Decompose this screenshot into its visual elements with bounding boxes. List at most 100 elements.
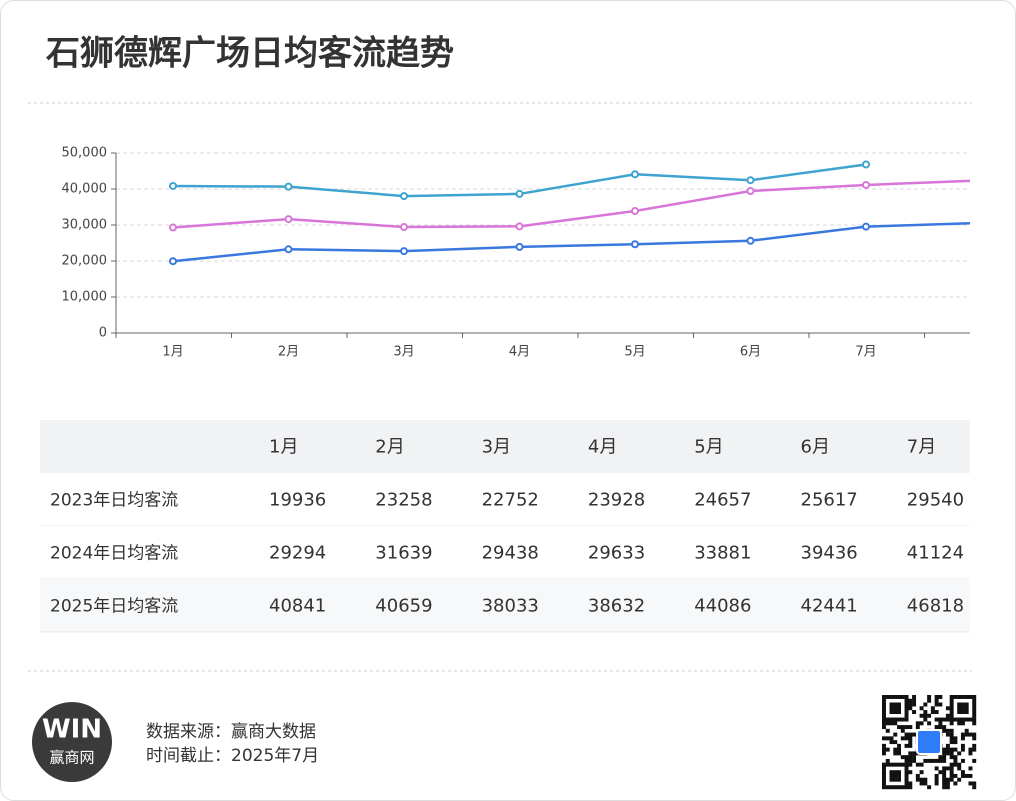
qr-module — [964, 732, 969, 737]
qr-module — [953, 736, 958, 741]
table-header-cell: 3月 — [482, 437, 511, 458]
qr-module — [908, 706, 913, 711]
qr-module — [934, 725, 939, 730]
qr-module — [957, 717, 962, 722]
qr-module — [953, 740, 958, 745]
table-cell: 29294 — [269, 543, 326, 564]
qr-module — [949, 706, 954, 711]
x-tick-label: 3月 — [393, 345, 414, 360]
qr-module — [908, 740, 913, 745]
qr-module — [897, 706, 901, 711]
qr-module — [949, 713, 954, 718]
table-cell: 22752 — [482, 490, 539, 511]
qr-module — [882, 747, 886, 752]
table-cell: 38033 — [482, 596, 539, 617]
qr-module — [904, 781, 909, 786]
table-row-label: 2025年日均客流 — [50, 597, 178, 617]
qr-module — [949, 762, 954, 767]
table-cell: 23258 — [375, 490, 432, 511]
qr-module — [893, 777, 898, 782]
qr-module — [915, 725, 920, 730]
qr-module — [882, 766, 886, 771]
qr-module — [938, 717, 943, 722]
qr-module — [949, 710, 954, 714]
qr-module — [900, 728, 905, 733]
qr-module — [908, 736, 913, 741]
data-point — [515, 222, 524, 231]
qr-module — [938, 770, 943, 775]
data-point — [746, 176, 755, 185]
qr-module — [968, 717, 973, 722]
qr-module — [882, 710, 886, 714]
table-cell: 33881 — [694, 543, 751, 564]
y-tick-label: 30,000 — [62, 218, 108, 233]
qr-module — [904, 695, 909, 699]
data-point — [284, 215, 293, 224]
qr-module — [964, 695, 969, 699]
table-cell: 24657 — [694, 490, 751, 511]
data-point — [746, 236, 755, 245]
qr-module — [972, 781, 977, 786]
table-row-label: 2024年日均客流 — [50, 544, 178, 564]
table-header-cell: 5月 — [694, 437, 723, 458]
qr-module — [968, 747, 973, 752]
qr-module — [960, 736, 965, 741]
qr-module — [942, 717, 947, 722]
qr-module — [897, 717, 901, 722]
table-header-cell: 7月 — [907, 437, 936, 458]
qr-module — [949, 777, 954, 782]
qr-module — [889, 777, 894, 782]
qr-module — [919, 770, 924, 775]
qr-module — [882, 777, 886, 782]
qr-module — [942, 766, 947, 771]
qr-module — [893, 751, 898, 756]
qr-module — [960, 702, 965, 707]
y-tick-label: 10,000 — [62, 290, 108, 305]
qr-module — [942, 773, 947, 778]
qr-module — [934, 777, 939, 782]
table-cell: 29438 — [482, 543, 539, 564]
qr-module — [972, 732, 977, 737]
qr-module — [942, 770, 947, 775]
y-tick-label: 0 — [99, 326, 107, 341]
qr-module — [972, 698, 977, 703]
qr-module — [923, 710, 928, 714]
qr-module — [957, 751, 962, 756]
qr-module — [904, 698, 909, 703]
qr-module — [934, 766, 939, 771]
qr-module — [885, 721, 890, 726]
qr-module — [912, 702, 917, 707]
data-point — [515, 242, 524, 251]
qr-module — [953, 695, 958, 699]
qr-module — [972, 736, 977, 741]
data-point — [400, 192, 408, 201]
qr-module — [927, 758, 932, 763]
qr-module — [882, 762, 886, 767]
qr-module — [953, 717, 958, 722]
qr-module — [960, 695, 965, 699]
qr-module — [889, 773, 894, 778]
qr-module — [964, 710, 969, 714]
qr-module — [908, 702, 913, 707]
qr-module — [919, 762, 924, 767]
qr-module — [904, 717, 909, 722]
qr-module — [938, 721, 943, 726]
qr-module — [908, 732, 913, 737]
qr-module — [949, 732, 954, 737]
table-row-bg — [40, 579, 970, 632]
data-point — [746, 187, 755, 196]
qr-module — [949, 698, 954, 703]
data-point — [400, 247, 408, 256]
data-table: 1月 2月 3月 4月 5月 6月 7月 2023年日均客流 19936 23258 22752 23… — [40, 420, 970, 633]
data-point — [862, 160, 870, 169]
qr-module — [889, 710, 894, 714]
qr-module — [893, 770, 898, 775]
chart: 0 10,000 20,000 30,000 40,000 50,000 1月 2月 3月 4月 5… — [62, 146, 970, 360]
qr-module — [912, 755, 917, 760]
table-cell: 41124 — [907, 543, 964, 564]
qr-module — [885, 785, 890, 790]
qr-module — [889, 736, 894, 741]
qr-module — [949, 740, 954, 745]
table-header-cell: 2月 — [375, 437, 404, 458]
qr-module — [960, 721, 965, 726]
